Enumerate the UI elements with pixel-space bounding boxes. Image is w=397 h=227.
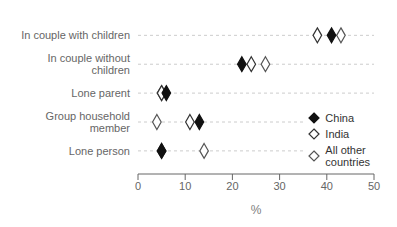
html-text:China: China (325, 112, 355, 124)
svg-text:0: 0 (135, 180, 141, 192)
svg-text:Group householdmember: Group householdmember (46, 110, 131, 134)
svg-text:In couple with children: In couple with children (21, 29, 130, 41)
svg-text:Lone parent: Lone parent (71, 87, 130, 99)
html-text:All other countries: All other countries (325, 144, 370, 168)
svg-text:40: 40 (321, 180, 333, 192)
svg-text:%: % (251, 203, 262, 217)
svg-text:10: 10 (179, 180, 191, 192)
svg-text:30: 30 (273, 180, 285, 192)
html-text:India: India (325, 128, 350, 140)
svg-text:50: 50 (368, 180, 380, 192)
svg-text:Lone person: Lone person (69, 145, 130, 157)
svg-text:20: 20 (226, 180, 238, 192)
svg-text:In couple withoutchildren: In couple withoutchildren (47, 52, 130, 76)
